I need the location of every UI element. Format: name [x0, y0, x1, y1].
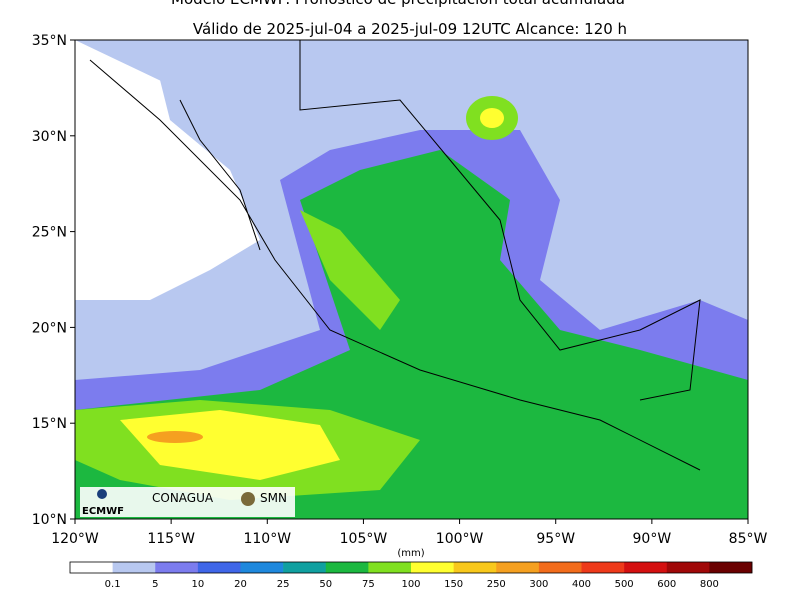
- colorbar-label: 10: [192, 579, 205, 590]
- lon-label: 85°W: [729, 531, 768, 547]
- colorbar-unit: (mm): [397, 548, 424, 559]
- colorbar-segment: [453, 562, 497, 573]
- colorbar-segment: [368, 562, 412, 573]
- field-gulf: [560, 190, 748, 290]
- field-yellow-2: [480, 108, 504, 128]
- colorbar-label: 250: [487, 579, 506, 590]
- map-field: [75, 40, 748, 519]
- lat-label: 20°N: [32, 320, 67, 336]
- lat-label: 35°N: [32, 33, 67, 49]
- field-north: [75, 40, 300, 180]
- colorbar-label: 20: [234, 579, 247, 590]
- colorbar-segment: [70, 562, 113, 573]
- colorbar-segment: [240, 562, 284, 573]
- colorbar-label: 100: [401, 579, 420, 590]
- lon-label: 115°W: [147, 531, 195, 547]
- lat-label: 15°N: [32, 416, 67, 432]
- field-lime-1: [300, 210, 400, 330]
- logo-background: [80, 487, 295, 517]
- colorbar-label: 300: [529, 579, 548, 590]
- colorbar-segment: [666, 562, 710, 573]
- lon-label: 95°W: [536, 531, 575, 547]
- lon-label: 100°W: [436, 531, 484, 547]
- colorbar-segment: [538, 562, 582, 573]
- lon-label: 105°W: [340, 531, 388, 547]
- colorbar-segment: [581, 562, 625, 573]
- colorbar-segment: [709, 562, 753, 573]
- lat-label: 25°N: [32, 225, 67, 241]
- dry-pacific: [75, 40, 260, 300]
- colorbar-label: 0.1: [105, 579, 121, 590]
- colorbar-segment: [155, 562, 199, 573]
- coastlines: [89, 40, 701, 471]
- colorbar-label: 400: [572, 579, 591, 590]
- smn-icon: [241, 492, 255, 506]
- colorbar-frame: [69, 561, 753, 574]
- colorbar-segment: [197, 562, 241, 573]
- lon-label: 90°W: [633, 531, 672, 547]
- lon-label: 120°W: [51, 531, 99, 547]
- conagua-logo: CONAGUA: [152, 491, 214, 505]
- colorbar-label: 50: [319, 579, 332, 590]
- map-frame: [74, 39, 749, 520]
- lat-label: 30°N: [32, 129, 67, 145]
- colorbar-label: 75: [362, 579, 375, 590]
- colorbar-segment: [112, 562, 156, 573]
- ecmwf-icon: [97, 489, 107, 499]
- colorbar-segment: [496, 562, 540, 573]
- lon-label: 110°W: [243, 531, 291, 547]
- title: Modelo ECMWF: Pronóstico de precipitació…: [171, 0, 625, 8]
- smn-logo: SMN: [260, 491, 287, 505]
- field-yellow: [120, 410, 340, 480]
- lat-label: 10°N: [32, 512, 67, 528]
- colorbar-segment: [411, 562, 454, 573]
- colorbar-label: 800: [700, 579, 719, 590]
- logo-box: ECMWF CONAGUA SMN: [80, 487, 295, 517]
- colorbar-label: 5: [152, 579, 158, 590]
- colorbar-label: 500: [615, 579, 634, 590]
- colorbar-label: 600: [657, 579, 676, 590]
- colorbar-label: 25: [277, 579, 290, 590]
- colorbar-label: 150: [444, 579, 463, 590]
- ecmwf-logo: ECMWF: [82, 506, 124, 517]
- colorbar-segment: [624, 562, 668, 573]
- subtitle: Válido de 2025-jul-04 a 2025-jul-09 12UT…: [193, 20, 627, 38]
- field-orange: [147, 431, 203, 443]
- colorbar-segment: [283, 562, 327, 573]
- colorbar-segment: [325, 562, 369, 573]
